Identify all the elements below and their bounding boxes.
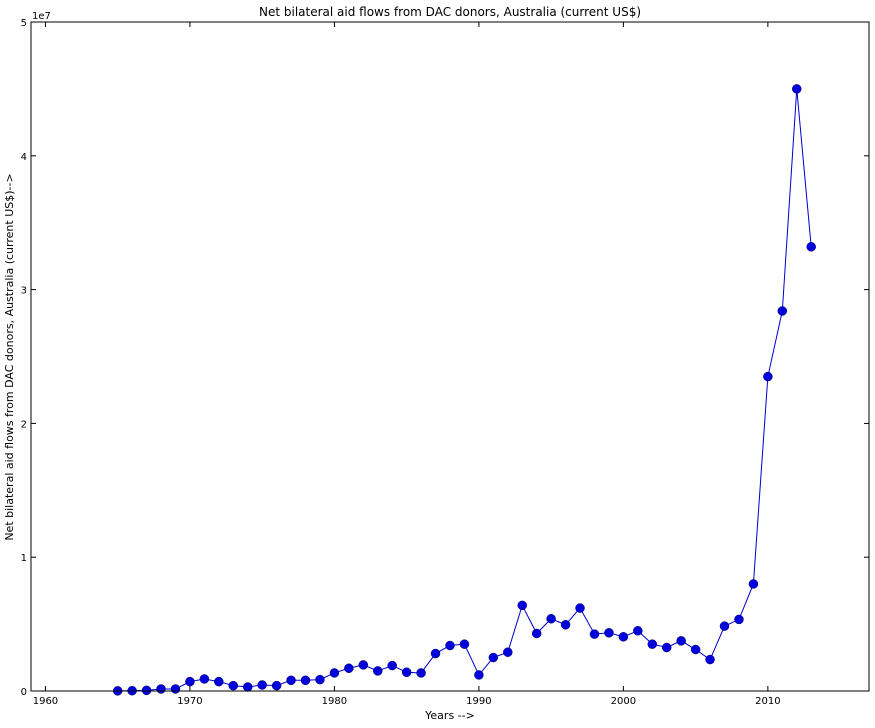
data-point (705, 654, 715, 665)
chart-title: Net bilateral aid flows from DAC donors,… (259, 5, 641, 19)
data-point (777, 306, 788, 316)
data-point (373, 666, 383, 676)
data-point (214, 676, 224, 687)
y-tick-label: 3 (21, 286, 27, 297)
x-axis-label: Years --> (424, 709, 475, 722)
data-point (286, 675, 296, 686)
data-point (156, 684, 166, 694)
data-point (517, 600, 527, 611)
y-tick-label: 5 (21, 18, 27, 29)
data-point (387, 660, 397, 671)
y-tick-label: 2 (21, 419, 27, 430)
data-point (661, 642, 672, 653)
data-point (430, 648, 441, 659)
data-point (474, 670, 484, 680)
data-point (445, 640, 455, 651)
data-point (344, 663, 354, 674)
data-point (806, 242, 816, 252)
data-point (141, 685, 152, 696)
y-tick-label: 0 (21, 687, 27, 698)
data-point (257, 680, 267, 690)
y-axis-label: Net bilateral aid flows from DAC donors,… (3, 173, 16, 540)
data-point (488, 652, 499, 663)
data-point (792, 84, 802, 94)
data-point (531, 628, 542, 639)
x-tick-label: 1960 (33, 696, 58, 707)
data-point (763, 371, 773, 382)
y-tick-label: 1 (21, 553, 27, 564)
data-point (401, 667, 412, 678)
data-point (604, 628, 614, 638)
data-point (575, 603, 585, 613)
data-point (416, 668, 426, 678)
data-point (199, 674, 210, 684)
y-axis-offset-label: 1e7 (32, 11, 51, 22)
series-line (117, 88, 812, 692)
data-point (271, 680, 282, 691)
data-point (242, 682, 253, 692)
data-point (329, 668, 340, 678)
ticks-layer: 1960 1970 1980 1990 2000 2010 0 1 2 3 4 5 (21, 18, 869, 707)
data-point (560, 620, 571, 630)
data-point (589, 629, 600, 639)
x-tick-label: 1990 (466, 696, 491, 707)
data-point (676, 636, 686, 646)
data-point (734, 614, 744, 625)
data-point (690, 644, 701, 655)
plot-area-frame (30, 21, 870, 692)
data-point (228, 680, 239, 691)
data-point (170, 684, 181, 694)
series-layer (112, 84, 816, 696)
data-point (459, 639, 470, 649)
data-point (185, 676, 195, 687)
data-point (748, 579, 759, 589)
data-point (503, 647, 513, 657)
data-point (300, 675, 311, 686)
data-point (358, 660, 369, 670)
data-point (647, 639, 658, 649)
x-tick-label: 1970 (177, 696, 202, 707)
x-tick-label: 2010 (755, 696, 780, 707)
x-tick-label: 2000 (611, 696, 636, 707)
data-point (618, 632, 629, 642)
data-point (315, 674, 325, 685)
data-point (546, 613, 556, 624)
data-point (719, 621, 730, 631)
y-tick-label: 4 (21, 152, 27, 163)
data-point (633, 626, 643, 636)
x-tick-label: 1980 (322, 696, 347, 707)
